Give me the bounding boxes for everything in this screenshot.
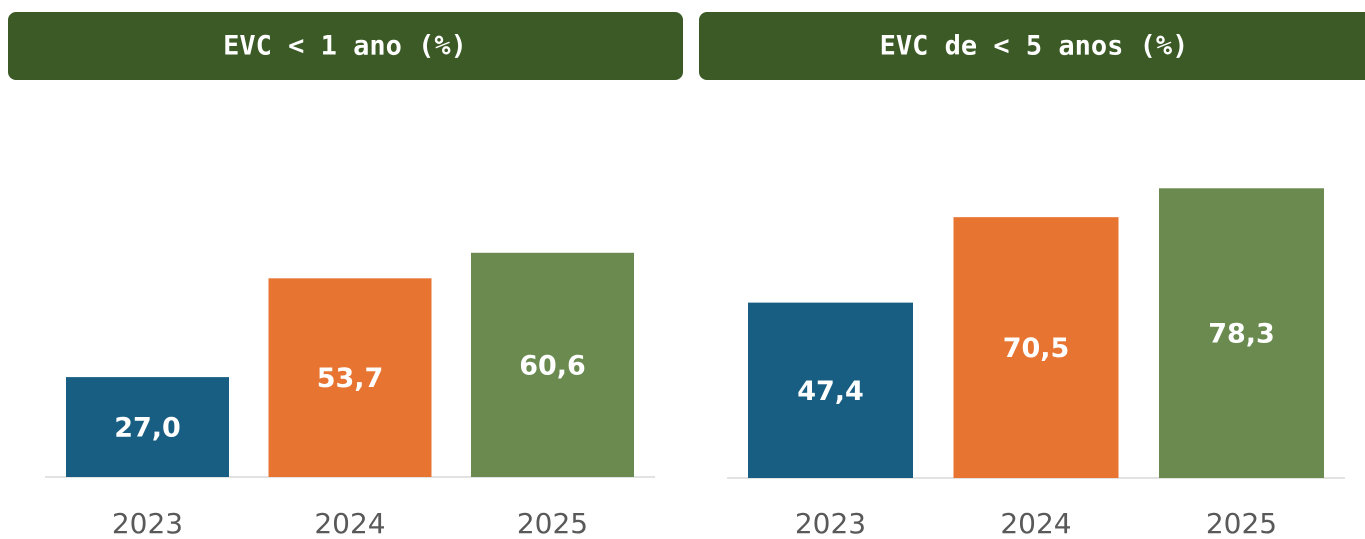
data-label: 27,0 (114, 413, 181, 444)
x-tick-label: 2023 (795, 507, 866, 539)
x-tick-label: 2024 (1000, 507, 1071, 539)
bar (471, 252, 634, 477)
x-tick-label: 2025 (1206, 507, 1277, 539)
data-label: 47,4 (797, 376, 864, 407)
data-label: 78,3 (1208, 319, 1275, 350)
bar (748, 302, 913, 478)
x-tick-label: 2024 (314, 507, 385, 539)
data-label: 70,5 (1003, 333, 1070, 364)
bar (268, 278, 432, 477)
chart-title: EVC de < 5 anos (%) (880, 31, 1189, 62)
x-tick-label: 2023 (112, 507, 183, 539)
x-tick-label: 2025 (517, 507, 588, 539)
data-label: 60,6 (519, 350, 586, 381)
chart-title: EVC < 1 ano (%) (223, 31, 467, 62)
bar (66, 377, 229, 477)
header-panel (699, 12, 1365, 80)
bar (1159, 188, 1324, 479)
bar (953, 217, 1119, 478)
header-panel (8, 12, 683, 80)
data-label: 53,7 (317, 363, 384, 394)
